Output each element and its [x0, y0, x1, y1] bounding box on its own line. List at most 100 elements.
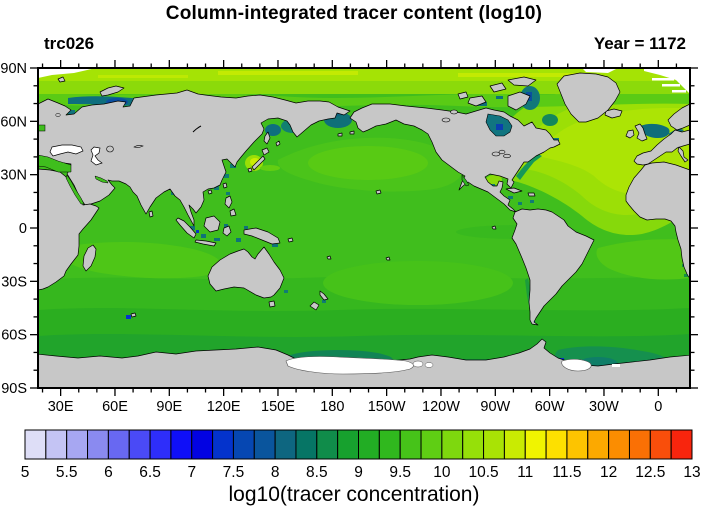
land-kerguelen-islet [130, 312, 137, 318]
persian-gulf [94, 175, 109, 184]
coastal-speck [322, 300, 326, 303]
colorbar-box [483, 429, 505, 460]
colorbar-tick-labels: 5 5.5 6 6.5 7 7.5 8 8.5 9 9.5 10 10.5 11 11.5 12 12.5 13 [21, 464, 701, 481]
colorbar-box [420, 429, 443, 460]
colorbar-tick-label: 11 [517, 464, 533, 481]
lon-tick-label: 180 [320, 399, 344, 415]
ice-shelf-bit [612, 364, 620, 367]
colorbar-tick-label: 5.5 [56, 464, 78, 481]
colorbar-box [316, 429, 339, 460]
land-hokkaido [261, 147, 270, 156]
land-new-zealand-north [319, 290, 329, 301]
lon-tick-label: 0 [654, 399, 662, 415]
colorbar-box [524, 429, 547, 460]
ice-shelf-bit [424, 362, 434, 368]
lon-tick-label: 60E [102, 399, 128, 415]
patch-okhotsk-west [265, 124, 281, 136]
coastal-speck [201, 234, 206, 238]
coastal-speck [214, 238, 220, 241]
colorbar-box [232, 429, 255, 460]
land-banks-island [457, 91, 469, 100]
colorbar-box [545, 429, 568, 460]
colorbar-box [212, 429, 234, 460]
patch-gulf-stream-coast [516, 154, 542, 180]
colorbar-box [66, 429, 89, 460]
lat-tick-label: 90S [1, 381, 27, 397]
great-lake-huron [498, 149, 506, 155]
arctic-channel-speck [496, 96, 503, 99]
land-sri-lanka [148, 210, 154, 218]
patch-gulf-of-mexico [486, 175, 502, 185]
lat-tick-label: 90N [0, 61, 27, 77]
great-lake-erie-ontario [503, 153, 511, 159]
patch-kuroshio [260, 165, 280, 171]
land-aleutian-islet [349, 130, 355, 135]
arctic-streak [98, 75, 188, 78]
ronne-ice-shelf [561, 358, 592, 372]
coastal-speck [244, 226, 248, 229]
polar-streak-greenland [582, 68, 618, 73]
land-sakhalin [263, 131, 271, 145]
land-kyushu [247, 167, 253, 173]
coastal-speck [236, 238, 241, 242]
colorbar-box [649, 429, 672, 460]
land-cuba [505, 187, 523, 194]
colorbar-tick-label: 6.5 [139, 464, 161, 481]
lon-tick-label: 150W [368, 399, 406, 415]
lake-baikal-outline [192, 125, 202, 133]
land-sumatra [175, 217, 197, 239]
lake-ladoga-outline [55, 113, 61, 117]
mediterranean-east [38, 154, 72, 173]
lon-tick-label: 90E [156, 399, 182, 415]
land-svalbard [57, 76, 66, 83]
coastal-speck [684, 274, 688, 277]
land-europe [633, 129, 690, 166]
land-kuril-islet [275, 140, 281, 147]
lat-tick-label: 60S [1, 328, 27, 344]
colorbar-box [628, 429, 651, 460]
coastal-speck [226, 192, 230, 195]
colorbar-box [24, 429, 47, 460]
land-australia [207, 246, 285, 299]
lon-tick-label: 120W [422, 399, 460, 415]
colorbar-tick-label: 9.5 [389, 464, 411, 481]
model-year-label: Year = 1172 [593, 34, 686, 53]
colorbar-tick-label: 12 [600, 464, 617, 481]
land-solomon-islet [287, 237, 294, 243]
land-iceland [604, 108, 623, 119]
polar-streak [672, 90, 686, 93]
colorbar-tick-label: 8.5 [306, 464, 328, 481]
colorbar-box [274, 429, 297, 460]
land-baffin-island [507, 91, 531, 111]
plot-title: Column-integrated tracer content (log10) [165, 3, 543, 24]
aral-sea-outline [106, 145, 114, 153]
land-hainan [207, 189, 213, 195]
colorbar-tick-label: 9 [354, 464, 363, 481]
tracer-name-label: trc026 [44, 34, 95, 53]
colorbar-box [170, 429, 193, 460]
colorbar-title: log10(tracer concentration) [228, 483, 480, 506]
colorbar-box [462, 429, 485, 460]
colorbar-tick-label: 10 [433, 464, 451, 481]
great-bear-lake [450, 109, 458, 115]
colorbar-box [295, 429, 318, 460]
land-eurasia [38, 89, 351, 227]
land-hawaii-islet [375, 189, 382, 195]
polar-streak [652, 78, 674, 81]
land-borneo [203, 215, 221, 233]
colorbar [24, 429, 693, 460]
colorbar-box [128, 429, 151, 460]
colorbar-box [378, 429, 401, 460]
land-hispaniola [527, 192, 536, 197]
arctic-channel-speck [478, 102, 487, 106]
land-ellesmere [507, 76, 537, 87]
land-honshu [251, 155, 266, 171]
colorbar-box [587, 429, 610, 460]
axis-ticks [30, 60, 698, 396]
colorbar-tick-label: 5 [21, 464, 30, 481]
lat-tick-label: 0 [19, 221, 27, 237]
great-slave-lake [441, 117, 451, 123]
patch-north-sea [639, 123, 670, 138]
colorbar-box [566, 429, 589, 460]
